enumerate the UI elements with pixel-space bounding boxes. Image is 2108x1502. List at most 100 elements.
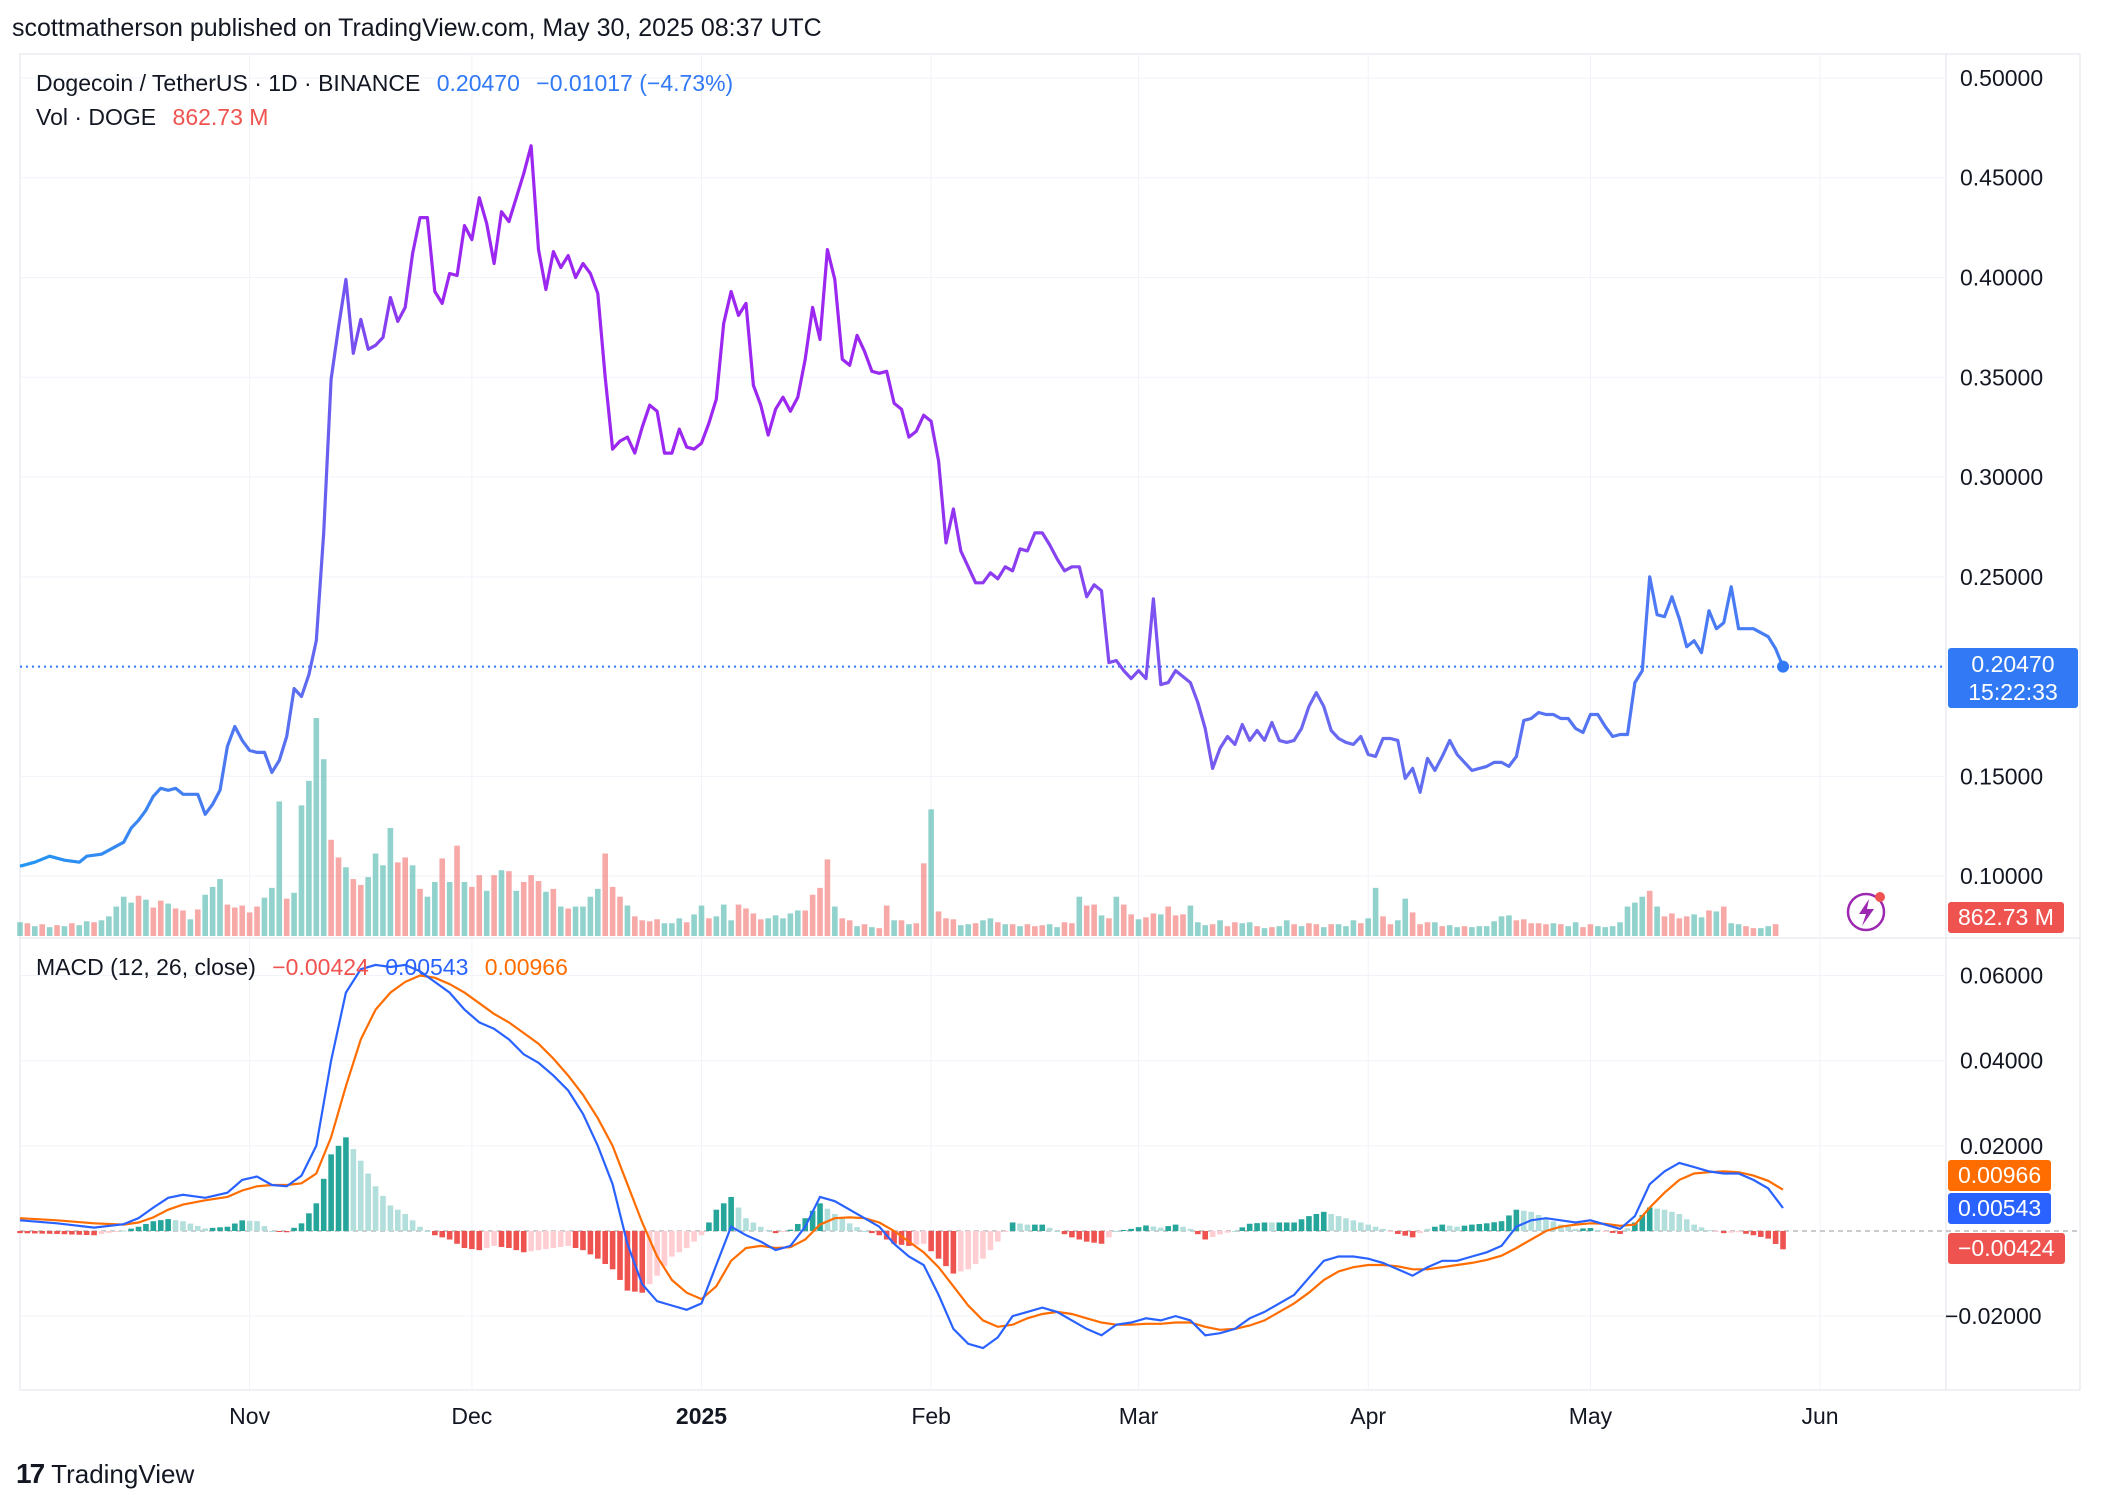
volume-bar [1720, 906, 1727, 936]
volume-bar [1395, 920, 1401, 936]
volume-bar [1335, 924, 1342, 936]
volume-bar [194, 909, 201, 936]
volume-bar [454, 845, 460, 936]
volume-bar [1350, 920, 1357, 936]
price-series-line [19, 144, 1785, 868]
volume-bar [143, 899, 149, 936]
volume-bar [387, 827, 394, 936]
volume-bar [995, 922, 1001, 936]
macd-histogram-bar [1195, 1230, 1201, 1235]
macd-histogram-bar [1476, 1223, 1483, 1231]
volume-bar [943, 918, 949, 936]
volume-bar [128, 902, 134, 936]
macd-histogram-bar [439, 1230, 446, 1238]
macd-histogram-bar [676, 1230, 683, 1253]
price-tag: 0.20470 15:22:33 [1948, 648, 2078, 708]
volume-bar [432, 881, 438, 936]
macd-histogram-bar [24, 1230, 31, 1234]
macd-histogram-bar [1335, 1216, 1342, 1231]
macd-histogram-bar [1143, 1225, 1149, 1231]
macd-histogram-bar [1357, 1222, 1364, 1231]
macd-histogram-bar [1283, 1222, 1290, 1231]
volume-bar [906, 924, 912, 936]
volume-bar [669, 923, 675, 936]
macd-histogram-bar [365, 1173, 371, 1231]
volume-bar [61, 926, 68, 936]
volume-bar [335, 857, 342, 936]
macd-histogram-bar [1069, 1230, 1075, 1238]
macd-histogram-bar [32, 1230, 38, 1234]
volume-bar [1587, 924, 1594, 936]
volume-bar [1661, 916, 1668, 936]
volume-bar [1550, 923, 1557, 936]
macd-histogram-bar [83, 1230, 90, 1235]
macd-histogram-bar [91, 1230, 97, 1236]
volume-bar [632, 916, 638, 936]
volume-bar [1713, 911, 1720, 936]
macd-histogram-bar [1076, 1230, 1083, 1240]
volume-legend[interactable]: Vol · DOGE 862.73 M [36, 104, 278, 131]
macd-histogram-bar [839, 1218, 846, 1231]
macd-histogram-bar [824, 1208, 831, 1231]
macd-histogram-bar [372, 1186, 379, 1231]
volume-bar [417, 888, 423, 936]
macd-histogram-bar [1691, 1224, 1697, 1231]
macd-histogram-bar [1565, 1226, 1572, 1231]
volume-bar [587, 896, 594, 936]
volume-bar [1750, 928, 1757, 936]
tradingview-footer[interactable]: 17 TradingView [16, 1458, 194, 1490]
macd-histogram-bar [1135, 1227, 1142, 1231]
macd-histogram-bar [61, 1230, 68, 1235]
time-tick-label: Apr [1350, 1403, 1386, 1429]
macd-histogram-bar [461, 1230, 468, 1249]
volume-bar [854, 926, 860, 936]
volume-bar [1432, 922, 1438, 936]
macd-histogram-bar [1150, 1226, 1157, 1231]
macd-histogram-bar [1587, 1228, 1594, 1231]
macd-histogram-bar [1624, 1228, 1631, 1231]
notification-dot-icon [1875, 892, 1885, 902]
volume-bar [1520, 919, 1527, 936]
macd-histogram-bar [1172, 1224, 1179, 1231]
macd-histogram-bar [394, 1209, 401, 1231]
volume-bar [306, 780, 312, 936]
volume-bar [283, 898, 290, 936]
volume-bar [1765, 926, 1772, 936]
volume-bar [1728, 923, 1734, 936]
macd-histogram-bar [557, 1230, 564, 1247]
price-tick-label: 0.30000 [1960, 464, 2043, 490]
macd-histogram-bar [1424, 1228, 1431, 1231]
volume-bar [824, 859, 831, 936]
volume-bar [595, 888, 601, 936]
time-tick-label: Nov [229, 1403, 270, 1429]
volume-bar [1528, 923, 1534, 936]
macd-histogram-bar [380, 1195, 386, 1231]
volume-bar [1261, 928, 1268, 936]
symbol-legend[interactable]: Dogecoin / TetherUS · 1D · BINANCE 0.204… [36, 70, 743, 97]
macd-tick-label: −0.02000 [1945, 1303, 2042, 1329]
macd-histogram-bar [602, 1230, 609, 1264]
macd-histogram-bar [1417, 1230, 1423, 1234]
macd-histogram-bar [157, 1220, 164, 1231]
chart-frame [19, 53, 2081, 1391]
macd-histogram-bar [1765, 1230, 1772, 1239]
macd-histogram-bar [17, 1230, 23, 1234]
volume-bar [1091, 904, 1097, 936]
volume-bar [839, 918, 846, 936]
volume-bar [1150, 913, 1157, 936]
volume-bar [120, 896, 127, 936]
macd-histogram-bar [1343, 1218, 1349, 1231]
macd-legend[interactable]: MACD (12, 26, close) −0.00424 0.00543 0.… [36, 954, 578, 981]
volume-bar [409, 865, 416, 936]
macd-histogram-bar [1217, 1230, 1223, 1235]
price-tick-label: 0.50000 [1960, 65, 2043, 91]
macd-histogram-bar [920, 1230, 927, 1244]
macd-histogram-bar [1720, 1230, 1727, 1234]
macd-histogram-bar [224, 1226, 231, 1231]
macd-histogram-bar [928, 1230, 934, 1252]
volume-bar [1061, 922, 1068, 936]
volume-bar [202, 894, 208, 936]
macd-histogram-bar [1735, 1230, 1742, 1233]
macd-histogram-bar [113, 1230, 120, 1232]
macd-histogram-bar [1780, 1230, 1786, 1250]
